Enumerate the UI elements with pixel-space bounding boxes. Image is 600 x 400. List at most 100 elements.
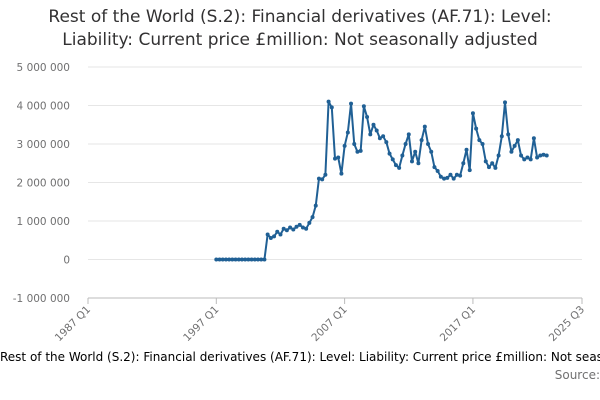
data-point[interactable]	[365, 115, 370, 120]
data-point[interactable]	[268, 235, 273, 240]
data-point[interactable]	[214, 257, 219, 262]
data-point[interactable]	[278, 232, 283, 237]
data-point[interactable]	[355, 149, 360, 154]
data-point[interactable]	[368, 132, 373, 137]
data-point[interactable]	[358, 148, 363, 153]
data-point[interactable]	[323, 172, 328, 177]
data-point[interactable]	[336, 155, 341, 160]
data-point[interactable]	[249, 257, 254, 262]
data-point[interactable]	[538, 153, 543, 158]
data-point[interactable]	[409, 159, 414, 164]
data-point[interactable]	[320, 177, 325, 182]
data-point[interactable]	[535, 155, 540, 160]
data-point[interactable]	[445, 175, 450, 180]
data-point[interactable]	[483, 159, 488, 164]
data-point[interactable]	[259, 257, 264, 262]
data-point[interactable]	[544, 153, 549, 158]
data-point[interactable]	[474, 126, 479, 131]
data-point[interactable]	[390, 157, 395, 162]
data-point[interactable]	[416, 161, 421, 166]
data-point[interactable]	[272, 234, 277, 239]
data-point[interactable]	[393, 163, 398, 168]
data-point[interactable]	[435, 168, 440, 173]
data-point[interactable]	[531, 136, 536, 141]
data-point[interactable]	[461, 161, 466, 166]
data-point[interactable]	[470, 111, 475, 116]
data-point[interactable]	[381, 134, 386, 139]
data-point[interactable]	[265, 232, 270, 237]
data-point[interactable]	[486, 165, 491, 170]
data-point[interactable]	[326, 99, 331, 104]
data-point[interactable]	[281, 226, 286, 231]
data-point[interactable]	[477, 138, 482, 143]
data-point[interactable]	[384, 140, 389, 145]
data-point[interactable]	[397, 165, 402, 170]
data-point[interactable]	[438, 174, 443, 179]
data-point[interactable]	[426, 142, 431, 146]
data-point[interactable]	[371, 122, 376, 127]
data-point[interactable]	[284, 228, 289, 233]
data-point[interactable]	[413, 149, 418, 154]
data-point[interactable]	[275, 229, 280, 234]
data-point[interactable]	[361, 104, 366, 109]
data-point[interactable]	[304, 226, 309, 231]
data-point[interactable]	[525, 155, 530, 160]
data-point[interactable]	[512, 143, 517, 148]
data-point[interactable]	[288, 225, 293, 230]
data-point[interactable]	[464, 147, 469, 152]
data-point[interactable]	[432, 165, 437, 170]
data-point[interactable]	[297, 222, 302, 227]
data-point[interactable]	[451, 176, 456, 181]
data-point[interactable]	[223, 257, 228, 262]
data-point[interactable]	[448, 172, 453, 177]
data-point[interactable]	[429, 149, 434, 154]
data-point[interactable]	[236, 257, 241, 262]
data-point[interactable]	[406, 132, 411, 137]
data-point[interactable]	[233, 257, 238, 262]
data-point[interactable]	[422, 124, 427, 129]
data-point[interactable]	[262, 257, 267, 262]
data-point[interactable]	[503, 100, 508, 105]
data-point[interactable]	[227, 257, 232, 262]
data-point[interactable]	[291, 227, 296, 232]
data-point[interactable]	[496, 153, 501, 158]
data-point[interactable]	[339, 171, 344, 176]
data-point[interactable]	[493, 165, 498, 170]
data-point[interactable]	[345, 130, 350, 135]
data-point[interactable]	[243, 257, 248, 262]
data-point[interactable]	[506, 132, 511, 137]
data-point[interactable]	[522, 157, 527, 162]
data-point[interactable]	[480, 142, 485, 146]
data-point[interactable]	[313, 203, 318, 208]
data-point[interactable]	[349, 101, 354, 106]
data-point[interactable]	[239, 257, 244, 262]
data-point[interactable]	[377, 136, 382, 141]
data-point[interactable]	[256, 257, 261, 262]
data-point[interactable]	[541, 152, 546, 157]
data-point[interactable]	[300, 225, 305, 230]
data-point[interactable]	[342, 143, 347, 148]
data-point[interactable]	[467, 168, 472, 173]
data-point[interactable]	[403, 142, 408, 146]
data-point[interactable]	[490, 161, 495, 166]
data-point[interactable]	[310, 215, 315, 220]
data-point[interactable]	[387, 151, 392, 156]
data-point[interactable]	[220, 257, 225, 262]
data-point[interactable]	[352, 142, 357, 146]
data-point[interactable]	[230, 257, 235, 262]
data-point[interactable]	[400, 153, 405, 158]
data-point[interactable]	[307, 220, 312, 225]
data-point[interactable]	[458, 173, 463, 178]
data-point[interactable]	[316, 176, 321, 181]
data-point[interactable]	[519, 153, 524, 158]
data-point[interactable]	[333, 156, 337, 161]
data-point[interactable]	[252, 257, 257, 262]
data-point[interactable]	[329, 105, 334, 110]
data-point[interactable]	[374, 128, 379, 133]
data-point[interactable]	[528, 157, 533, 162]
data-point[interactable]	[454, 172, 459, 177]
data-point[interactable]	[217, 257, 222, 262]
data-point[interactable]	[509, 149, 514, 154]
data-point[interactable]	[419, 138, 424, 143]
data-point[interactable]	[246, 257, 251, 262]
